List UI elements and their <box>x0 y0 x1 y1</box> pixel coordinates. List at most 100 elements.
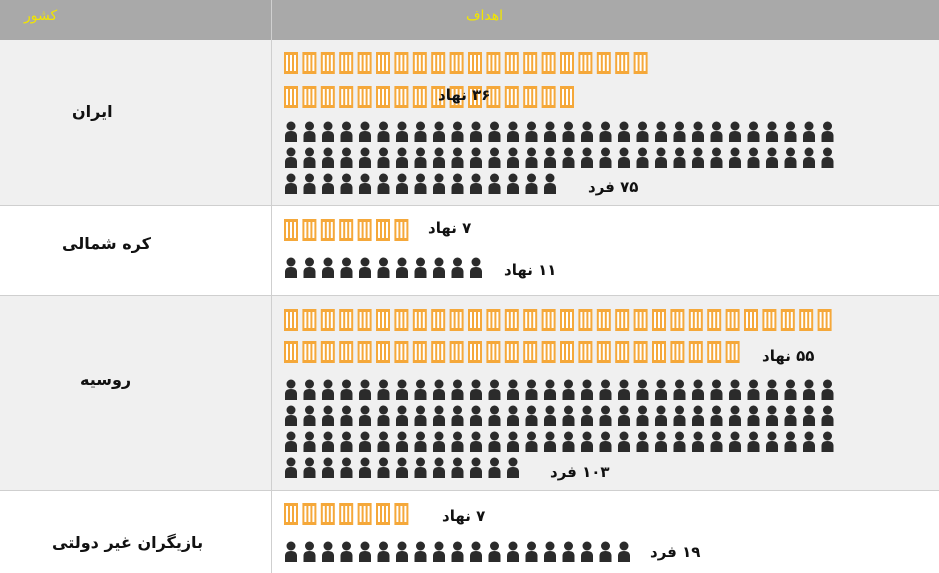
institutions-icons <box>284 307 838 333</box>
building-icon <box>541 309 556 331</box>
person-icon <box>599 431 612 452</box>
person-icon <box>433 457 445 478</box>
person-icon <box>673 147 686 168</box>
institutions-icons <box>284 501 415 527</box>
person-icon <box>766 379 778 400</box>
person-icon <box>747 121 760 142</box>
person-icon <box>377 457 390 478</box>
people-icons <box>284 256 490 282</box>
table-row-north-korea: کره شمالی <box>0 206 939 296</box>
person-icon <box>692 147 704 168</box>
building-icon <box>523 309 538 331</box>
country-name: بازیگران غیر دولتی <box>52 533 204 552</box>
person-icon <box>507 147 519 168</box>
person-icon <box>544 405 556 426</box>
person-icon <box>673 405 686 426</box>
person-icon <box>766 121 778 142</box>
person-icon <box>340 147 353 168</box>
building-icon <box>615 309 630 331</box>
building-icon <box>357 86 372 108</box>
person-icon <box>433 405 445 426</box>
person-icon <box>507 173 519 194</box>
person-icon <box>433 431 445 452</box>
person-icon <box>544 121 556 142</box>
person-icon <box>562 121 575 142</box>
person-icon <box>340 121 353 142</box>
building-icon <box>302 86 317 108</box>
person-icon <box>451 147 464 168</box>
person-icon <box>636 121 649 142</box>
person-icon <box>710 405 723 426</box>
building-icon <box>707 341 722 363</box>
building-icon <box>431 309 446 331</box>
person-icon <box>636 147 649 168</box>
person-icon <box>322 121 334 142</box>
person-icon <box>507 457 519 478</box>
building-icon <box>486 309 501 331</box>
person-icon <box>414 541 427 562</box>
building-icon <box>578 309 593 331</box>
person-icon <box>414 379 427 400</box>
building-icon <box>284 309 298 331</box>
person-icon <box>451 257 464 278</box>
institutions-count: ۷ نهاد <box>442 507 486 525</box>
person-icon <box>303 457 316 478</box>
person-icon <box>618 431 630 452</box>
person-icon <box>396 457 408 478</box>
person-icon <box>710 121 723 142</box>
person-icon <box>488 147 501 168</box>
person-icon <box>784 431 797 452</box>
building-icon <box>302 52 317 74</box>
people-icons <box>284 456 527 482</box>
building-icon <box>688 341 703 363</box>
person-icon <box>285 121 297 142</box>
person-icon <box>562 405 575 426</box>
person-icon <box>747 147 760 168</box>
institutions-count: ۳۶ نهاد <box>438 86 491 104</box>
building-icon <box>284 219 298 241</box>
building-icon <box>357 52 372 74</box>
person-icon <box>525 147 538 168</box>
person-icon <box>488 431 501 452</box>
person-icon <box>340 431 353 452</box>
person-icon <box>618 121 630 142</box>
person-icon <box>562 541 575 562</box>
person-icon <box>766 147 778 168</box>
person-icon <box>747 379 760 400</box>
people-count: ۱۰۳ فرد <box>550 463 610 481</box>
person-icon <box>285 431 297 452</box>
building-icon <box>523 341 538 363</box>
person-icon <box>729 431 741 452</box>
building-icon <box>725 341 740 363</box>
person-icon <box>396 379 408 400</box>
person-icon <box>359 405 371 426</box>
person-icon <box>525 541 538 562</box>
person-icon <box>636 379 649 400</box>
person-icon <box>303 431 316 452</box>
person-icon <box>359 173 371 194</box>
person-icon <box>285 379 297 400</box>
person-icon <box>414 257 427 278</box>
person-icon <box>803 379 815 400</box>
person-icon <box>322 257 334 278</box>
person-icon <box>303 257 316 278</box>
building-icon <box>780 309 795 331</box>
person-icon <box>488 379 501 400</box>
building-icon <box>394 86 409 108</box>
country-cell: کره شمالی <box>0 206 272 295</box>
person-icon <box>488 121 501 142</box>
person-icon <box>488 405 501 426</box>
building-icon <box>284 503 298 525</box>
person-icon <box>710 379 723 400</box>
building-icon <box>670 309 685 331</box>
people-icons <box>284 540 638 566</box>
person-icon <box>433 121 445 142</box>
person-icon <box>618 147 630 168</box>
institutions-count: ۷ نهاد <box>428 219 472 237</box>
person-icon <box>562 379 575 400</box>
building-icon <box>504 341 519 363</box>
person-icon <box>396 147 408 168</box>
building-icon <box>578 341 593 363</box>
person-icon <box>451 541 464 562</box>
building-icon <box>578 52 593 74</box>
